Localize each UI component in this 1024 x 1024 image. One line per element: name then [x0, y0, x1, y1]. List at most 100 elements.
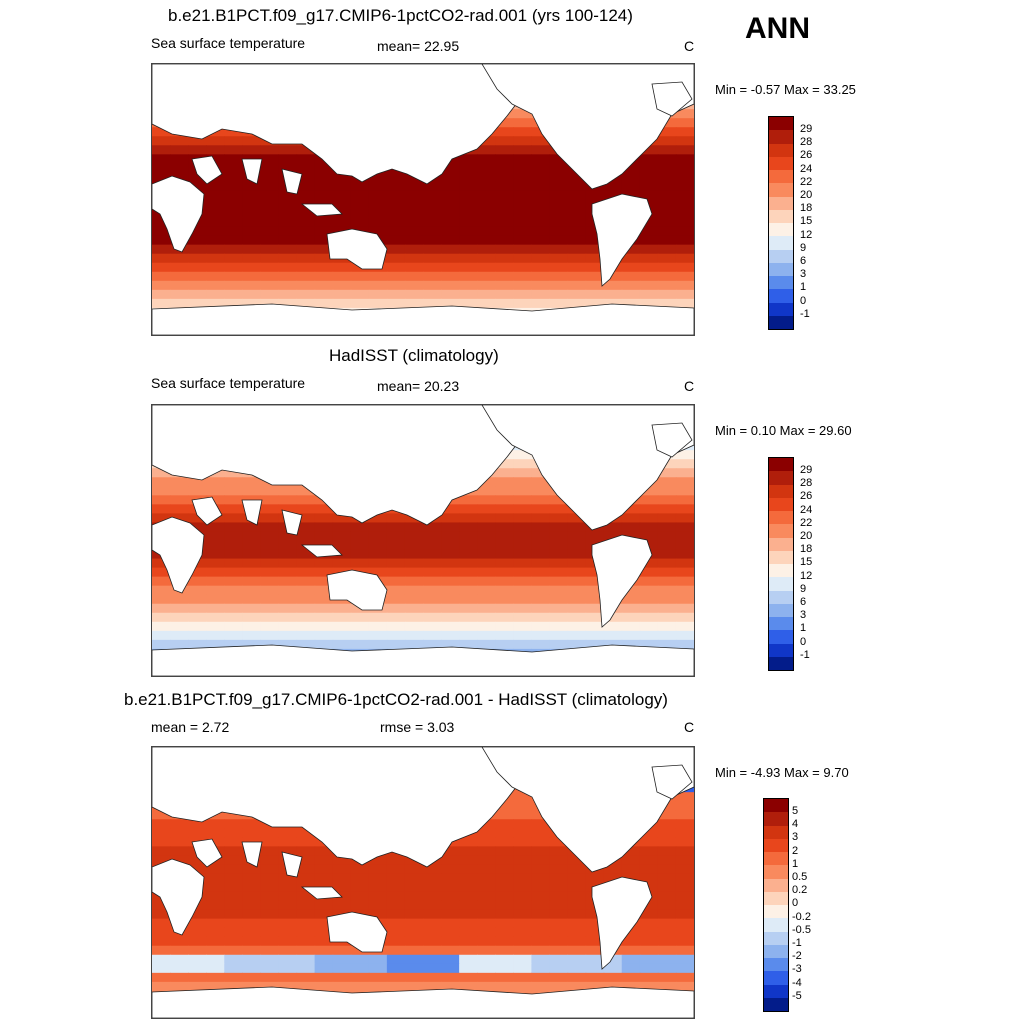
- field-cell: [314, 900, 334, 911]
- field-cell: [260, 190, 280, 201]
- field-cell: [585, 639, 605, 650]
- field-cell: [224, 145, 243, 155]
- field-cell: [260, 495, 280, 505]
- field-cell: [441, 927, 460, 938]
- land-mask: [152, 303, 694, 335]
- field-cell: [278, 828, 298, 838]
- field-cell: [386, 900, 406, 911]
- field-cell: [152, 828, 171, 838]
- field-cell: [278, 873, 298, 884]
- field-cell: [621, 531, 641, 542]
- field-cell: [170, 846, 189, 856]
- land-mask: [591, 876, 653, 970]
- field-cell: [549, 945, 569, 956]
- field-cell: [152, 145, 171, 155]
- field-cell: [495, 217, 514, 228]
- field-cell: [531, 504, 551, 514]
- field-cell: [495, 801, 514, 811]
- field-cell: [621, 945, 641, 956]
- field-cell: [278, 495, 298, 505]
- field-cell: [332, 945, 352, 956]
- field-cell: [531, 495, 551, 505]
- field-cell: [296, 828, 316, 838]
- colorbar-segment: [769, 511, 793, 525]
- field-cell: [639, 585, 659, 596]
- field-cell: [531, 244, 551, 255]
- field-cell: [675, 163, 694, 173]
- field-cell: [332, 531, 352, 542]
- field-cell: [657, 190, 677, 201]
- field-cell: [242, 963, 261, 974]
- field-cell: [386, 918, 406, 929]
- field-cell: [639, 900, 659, 911]
- field-cell: [621, 585, 641, 596]
- field-cell: [441, 891, 460, 902]
- field-cell: [423, 621, 442, 632]
- field-cell: [260, 226, 280, 237]
- field-cell: [657, 846, 677, 856]
- field-cell: [657, 280, 677, 291]
- field-cell: [332, 217, 352, 228]
- field-cell: [242, 271, 261, 282]
- field-cell: [657, 118, 677, 128]
- field-cell: [513, 450, 532, 460]
- field-cell: [513, 828, 532, 838]
- field-cell: [657, 289, 677, 300]
- colorbar-segment: [769, 643, 793, 657]
- field-cell: [188, 945, 207, 956]
- field-cell: [639, 855, 659, 866]
- field-cell: [206, 639, 225, 650]
- field-cell: [639, 513, 659, 524]
- field-cell: [549, 837, 569, 847]
- field-cell: [260, 262, 280, 273]
- field-cell: [404, 639, 424, 650]
- field-cell: [314, 280, 334, 291]
- field-cell: [152, 235, 171, 246]
- field-cell: [549, 531, 569, 542]
- field-cell: [495, 972, 514, 983]
- field-cell: [657, 954, 677, 965]
- field-cell: [278, 253, 298, 264]
- field-cell: [513, 235, 532, 246]
- field-cell: [675, 477, 694, 487]
- field-cell: [513, 190, 532, 201]
- field-cell: [296, 253, 316, 264]
- colorbar-segment: [764, 944, 788, 958]
- field-cell: [350, 217, 370, 228]
- field-cell: [224, 900, 243, 911]
- field-cell: [260, 486, 280, 496]
- field-cell: [639, 864, 659, 875]
- field-cell: [639, 909, 659, 920]
- field-cell: [170, 639, 189, 650]
- field-cell: [675, 262, 694, 273]
- field-cell: [531, 900, 551, 911]
- field-cell: [386, 639, 406, 650]
- field-cell: [531, 594, 551, 605]
- field-cell: [495, 567, 514, 578]
- field-cell: [495, 298, 514, 309]
- field-cell: [224, 837, 243, 847]
- field-cell: [441, 235, 460, 246]
- land-mask: [152, 175, 205, 253]
- field-cell: [567, 981, 587, 992]
- panel3-minmax: Min = -4.93 Max = 9.70: [715, 765, 849, 780]
- field-cell: [657, 477, 677, 487]
- colorbar-segment: [764, 852, 788, 866]
- field-cell: [260, 181, 280, 192]
- field-cell: [621, 271, 641, 282]
- field-cell: [278, 280, 298, 291]
- field-cell: [513, 918, 532, 929]
- field-cell: [296, 855, 316, 866]
- field-cell: [675, 981, 694, 992]
- field-cell: [404, 936, 424, 947]
- panel1-colorbar-labels: 29 28 26 24 22 20 18 15 12 9 6 3 1 0 -1: [800, 123, 812, 321]
- field-cell: [459, 936, 478, 947]
- field-cell: [423, 262, 442, 273]
- field-cell: [639, 630, 659, 641]
- field-cell: [531, 954, 551, 965]
- field-cell: [278, 190, 298, 201]
- field-cell: [423, 217, 442, 228]
- field-cell: [296, 945, 316, 956]
- field-cell: [459, 639, 478, 650]
- field-cell: [242, 603, 261, 614]
